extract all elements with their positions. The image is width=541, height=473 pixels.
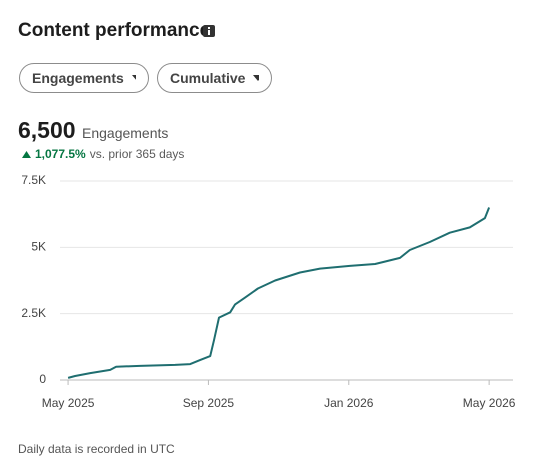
y-tick-label: 7.5K — [21, 173, 46, 187]
x-tick-label: Sep 2025 — [183, 396, 235, 410]
y-tick-label: 0 — [39, 372, 46, 386]
x-tick-label: Jan 2026 — [324, 396, 374, 410]
title: Content performance — [18, 20, 211, 41]
x-tick-label: May 2025 — [42, 396, 95, 410]
comparison: vs. prior 365 days — [89, 147, 185, 161]
y-tick-label: 5K — [31, 240, 46, 254]
dropdown-label: Cumulative — [170, 70, 246, 86]
x-tick-label: May 2026 — [463, 396, 516, 410]
info-icon[interactable] — [203, 25, 215, 37]
total-label: Engagements — [82, 125, 169, 141]
mode-dropdown[interactable]: Cumulative — [157, 63, 272, 93]
up-arrow — [22, 150, 31, 158]
caret — [131, 75, 136, 81]
total-value: 6,500 — [18, 117, 76, 143]
caret — [253, 75, 259, 81]
footnote: Daily data is recorded in UTC — [18, 442, 175, 456]
chart: 0 2.5K 5K 7.5K May 2025 Sep 2025 Jan 2026 May 2… — [21, 173, 516, 410]
change: 1,077.5% vs. prior 365 days — [22, 147, 184, 161]
change-percent: 1,077.5% — [35, 147, 86, 161]
dropdown-label: Engagements — [32, 70, 124, 86]
metric-dropdown[interactable]: Engagements — [19, 63, 149, 93]
line — [67, 207, 491, 379]
y-tick-label: 2.5K — [21, 306, 46, 320]
